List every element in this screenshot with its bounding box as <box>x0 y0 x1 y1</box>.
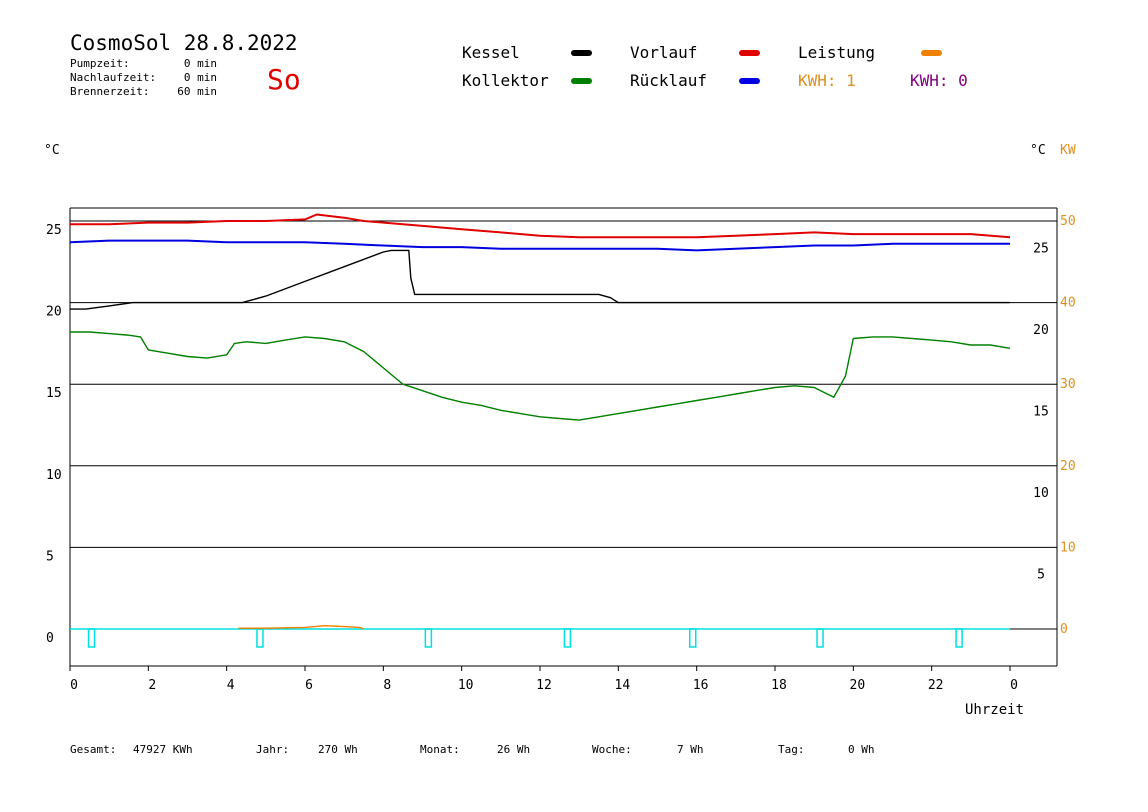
legend-swatch-ruecklauf <box>739 78 760 84</box>
y-right-c-tick-label: 20 <box>1033 323 1049 338</box>
info-value: 0 min <box>184 71 217 84</box>
info-label: Brennerzeit: <box>70 85 149 98</box>
legend-label-leistung: Leistung <box>798 43 875 62</box>
y-right-kw-tick-label: 20 <box>1060 459 1076 474</box>
x-tick-label: 0 <box>1010 678 1018 693</box>
y-right-c-tick-label: 25 <box>1033 241 1049 256</box>
y-left-tick-label: 15 <box>46 386 62 401</box>
chart-title: CosmoSol 28.8.2022 <box>70 31 298 55</box>
legend-swatch-kessel <box>571 50 592 56</box>
y-right-kw-tick-label: 0 <box>1060 622 1068 637</box>
x-tick-label: 14 <box>615 678 631 693</box>
x-tick-label: 0 <box>70 678 78 693</box>
y-left-tick-label: 0 <box>46 631 54 646</box>
y-left-tick-label: 20 <box>46 305 62 320</box>
legend: Kessel Kollektor Vorlauf Rücklauf Leistu… <box>462 43 968 90</box>
x-tick-label: 2 <box>148 678 156 693</box>
footer-value-woche: 7 Wh <box>677 743 704 756</box>
pump-markers <box>70 628 1010 648</box>
x-tick-label: 20 <box>850 678 866 693</box>
pump-marker <box>256 628 264 648</box>
y-right-kw-tick-label: 50 <box>1060 214 1076 229</box>
y-left-tick-label: 25 <box>46 223 62 238</box>
kwh-orange-label: KWH: 1 <box>798 71 856 90</box>
footer-label-gesamt: Gesamt: <box>70 743 116 756</box>
footer-label-woche: Woche: <box>592 743 632 756</box>
right-axis-unit-c: °C <box>1030 143 1046 158</box>
footer-label-jahr: Jahr: <box>256 743 289 756</box>
y-left-tick-label: 10 <box>46 468 62 483</box>
left-axis-unit: °C <box>44 143 60 158</box>
legend-swatch-vorlauf <box>739 50 760 56</box>
y-right-c-tick-label: 5 <box>1037 568 1045 583</box>
info-label: Nachlaufzeit: <box>70 71 156 84</box>
x-tick-label: 6 <box>305 678 313 693</box>
info-value: 0 min <box>184 57 217 70</box>
x-tick-label: 22 <box>928 678 944 693</box>
y-right-c-tick-label: 10 <box>1033 486 1049 501</box>
legend-label-ruecklauf: Rücklauf <box>630 71 707 90</box>
x-tick-label: 8 <box>383 678 391 693</box>
legend-swatch-kollektor <box>571 78 592 84</box>
pump-marker <box>424 628 433 648</box>
y-right-kw-tick-label: 40 <box>1060 296 1076 311</box>
info-value: 60 min <box>177 85 217 98</box>
axes <box>69 208 1058 671</box>
vorlauf-line <box>70 213 1011 239</box>
legend-label-kollektor: Kollektor <box>462 71 549 90</box>
info-label: Pumpzeit: <box>70 57 130 70</box>
y-left-tick-label: 5 <box>46 549 54 564</box>
x-tick-label: 18 <box>771 678 787 693</box>
kollektor-line <box>70 331 1011 421</box>
legend-label-kessel: Kessel <box>462 43 520 62</box>
y-right-kw-tick-label: 30 <box>1060 377 1076 392</box>
info-block: Pumpzeit: 0 min Nachlaufzeit: 0 min Bren… <box>70 57 217 98</box>
y-right-c-tick-label: 15 <box>1033 405 1049 420</box>
legend-label-vorlauf: Vorlauf <box>630 43 697 62</box>
legend-swatch-leistung <box>921 50 942 56</box>
pump-marker <box>563 628 572 648</box>
footer-value-jahr: 270 Wh <box>318 743 358 756</box>
series-lines <box>69 213 1011 630</box>
footer-label-monat: Monat: <box>420 743 460 756</box>
x-axis-label: Uhrzeit <box>965 702 1024 718</box>
footer-value-monat: 26 Wh <box>497 743 530 756</box>
pump-marker <box>689 628 697 648</box>
kwh-purple-label: KWH: 0 <box>910 71 968 90</box>
footer-stats: Gesamt: 47927 KWh Jahr: 270 Wh Monat: 26… <box>70 743 875 756</box>
day-label: So <box>267 63 301 96</box>
footer-value-tag: 0 Wh <box>848 743 875 756</box>
right-axis-unit-kw: KW <box>1060 143 1076 158</box>
x-tick-label: 4 <box>227 678 235 693</box>
kessel-line <box>70 249 1010 310</box>
y-right-kw-tick-label: 10 <box>1060 540 1076 555</box>
leistung-line <box>238 625 365 630</box>
pump-marker <box>87 628 96 648</box>
footer-label-tag: Tag: <box>778 743 805 756</box>
x-tick-label: 12 <box>536 678 552 693</box>
ruecklauf-line <box>69 239 1010 252</box>
x-tick-label: 16 <box>693 678 709 693</box>
pump-marker <box>955 628 963 648</box>
x-tick-label: 10 <box>458 678 474 693</box>
pump-marker <box>816 628 824 648</box>
tick-labels: 0 2 4 6 8 10 12 14 16 18 20 22 0 0 5 10 15 20 25 5 10 15 20 25 0… <box>46 214 1076 693</box>
footer-value-gesamt: 47927 KWh <box>133 743 193 756</box>
